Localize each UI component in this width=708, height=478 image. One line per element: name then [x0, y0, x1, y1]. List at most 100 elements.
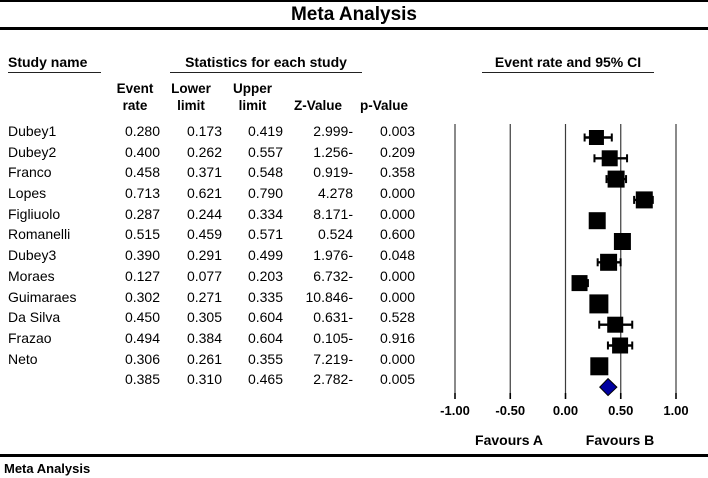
cell-p: 0.528 [379, 309, 415, 326]
cell-upper: 0.355 [247, 350, 283, 367]
cell-upper: 0.334 [247, 205, 283, 222]
cell-study: Da Silva [8, 309, 61, 326]
cell-event-rate: 0.302 [124, 288, 160, 305]
cell-event-rate: 0.515 [124, 226, 160, 243]
column-header-p-value: p-Value [359, 98, 408, 113]
cell-p: 0.600 [379, 226, 415, 243]
cell-upper: 0.419 [247, 123, 283, 139]
cell-lower: 0.459 [186, 226, 222, 243]
cell-z: 6.732- [313, 267, 353, 284]
cell-z: 7.219- [313, 350, 353, 367]
cell-upper: 0.571 [247, 226, 283, 243]
study-name-header: Study name [8, 54, 102, 73]
cell-lower: 0.173 [186, 123, 222, 139]
table-row: Romanelli 0.515 0.459 0.571 0.524 0.600 [8, 224, 423, 245]
cell-upper: 0.335 [247, 288, 283, 305]
cell-lower: 0.244 [186, 205, 222, 222]
cell-upper: 0.465 [247, 371, 283, 388]
cell-lower: 0.310 [186, 371, 222, 388]
cell-study: Figliuolo [8, 205, 61, 222]
column-header-lower-limit: Lower limit [171, 81, 211, 113]
cell-p: 0.003 [379, 123, 415, 139]
cell-study: Franco [8, 164, 52, 181]
cell-p: 0.358 [379, 164, 415, 181]
cell-study: Lopes [8, 185, 47, 202]
cell-upper: 0.548 [247, 164, 283, 181]
cell-study: Neto [8, 350, 38, 367]
study-weight-square [588, 130, 604, 145]
cell-study: Dubey3 [8, 247, 57, 264]
cell-event-rate: 0.127 [124, 267, 160, 284]
cell-event-rate: 0.280 [124, 123, 160, 139]
cell-lower: 0.371 [186, 164, 222, 181]
favours-a-label: Favours A [475, 432, 543, 448]
column-headers: Event rate Lower limit Upper limit Z-Val… [8, 76, 423, 114]
cell-z: 1.256- [313, 143, 353, 160]
table-row: Dubey2 0.400 0.262 0.557 1.256- 0.209 [8, 142, 423, 163]
cell-upper: 0.790 [247, 185, 283, 202]
study-weight-square [571, 275, 588, 292]
footer-label: Meta Analysis [4, 461, 91, 476]
cell-p: 0.000 [379, 267, 415, 284]
cell-p: 0.005 [379, 371, 415, 388]
cell-study: Dubey1 [8, 123, 57, 139]
cell-event-rate: 0.450 [124, 309, 160, 326]
cell-z: 8.171- [313, 205, 353, 222]
cell-lower: 0.384 [186, 329, 222, 346]
x-tick-label: 0.50 [608, 403, 634, 418]
x-tick-label: -0.50 [495, 403, 526, 418]
cell-z: 2.782- [313, 371, 353, 388]
cell-z: 0.631- [313, 309, 353, 326]
cell-p: 0.000 [379, 288, 415, 305]
cell-p: 0.000 [379, 205, 415, 222]
cell-study: Moraes [8, 267, 55, 284]
cell-upper: 0.499 [247, 247, 283, 264]
study-weight-square [607, 316, 624, 333]
cell-z: 2.999- [313, 123, 353, 139]
cell-lower: 0.291 [186, 247, 222, 264]
page-title: Meta Analysis [290, 4, 417, 25]
study-weight-square [600, 253, 618, 271]
study-weight-square [601, 150, 618, 167]
summary-diamond [599, 377, 618, 397]
table-row: Lopes 0.713 0.621 0.790 4.278 0.000 [8, 183, 423, 204]
cell-event-rate: 0.385 [124, 371, 160, 388]
cell-lower: 0.262 [186, 143, 222, 160]
cell-p: 0.000 [379, 350, 415, 367]
cell-study: Romanelli [8, 226, 71, 243]
table-row: Figliuolo 0.287 0.244 0.334 8.171- 0.000 [8, 204, 423, 225]
study-weight-square [589, 294, 609, 314]
cell-study: Guimaraes [8, 288, 77, 305]
cell-lower: 0.077 [186, 267, 222, 284]
column-header-event-rate: Event rate [116, 81, 154, 113]
x-tick-label: -1.00 [440, 403, 470, 418]
cell-z: 0.524 [317, 226, 353, 243]
cell-p: 0.000 [379, 185, 415, 202]
top-rule [0, 27, 708, 30]
event-rate-ci-header: Event rate and 95% CI [482, 54, 654, 73]
cell-z: 1.976- [313, 247, 353, 264]
cell-event-rate: 0.306 [124, 350, 160, 367]
cell-lower: 0.261 [186, 350, 222, 367]
cell-upper: 0.604 [247, 329, 283, 346]
cell-event-rate: 0.287 [124, 205, 160, 222]
study-weight-square [590, 357, 609, 376]
cell-upper: 0.604 [247, 309, 283, 326]
cell-z: 10.846- [305, 288, 353, 305]
column-header-z-value: Z-Value [293, 98, 342, 113]
x-tick-label: 1.00 [663, 403, 689, 418]
cell-event-rate: 0.390 [124, 247, 160, 264]
cell-z: 0.105- [313, 329, 353, 346]
table-row: Dubey3 0.390 0.291 0.499 1.976- 0.048 [8, 245, 423, 266]
study-weight-square [588, 212, 606, 230]
x-tick-label: 0.00 [552, 403, 579, 418]
table-row: Neto 0.306 0.261 0.355 7.219- 0.000 [8, 349, 423, 370]
column-header-upper-limit: Upper limit [232, 81, 272, 113]
table-row: Guimaraes 0.302 0.271 0.335 10.846- 0.000 [8, 287, 423, 308]
bottom-rule [0, 454, 708, 457]
cell-p: 0.916 [379, 329, 415, 346]
study-weight-square [635, 191, 653, 209]
cell-study: Frazao [8, 329, 52, 346]
